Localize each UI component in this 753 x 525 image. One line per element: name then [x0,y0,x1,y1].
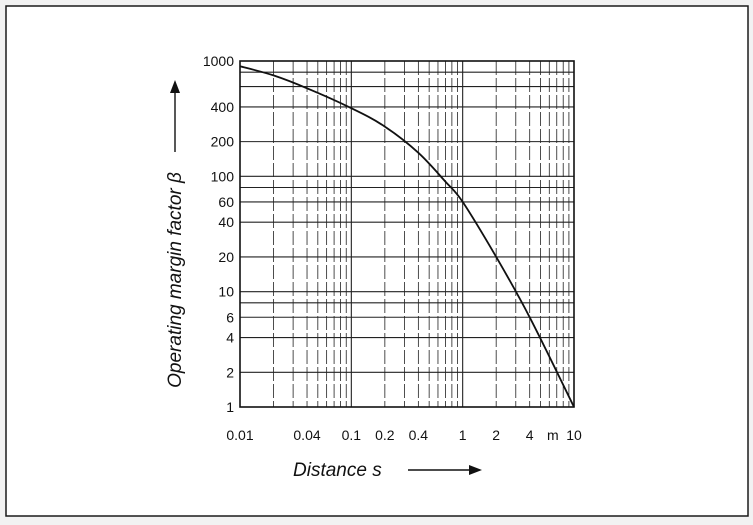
y-tick-label: 4 [226,330,234,346]
y-axis-label: Operating margin factor β [165,172,186,388]
x-axis-label: Distance s [293,460,382,481]
x-axis-arrowhead [469,465,482,475]
x-tick-label: 0.2 [375,427,395,443]
x-tick-label: 0.4 [409,427,429,443]
y-tick-label: 200 [211,134,235,150]
series-layer [239,65,575,408]
x-tick-label: 4 [526,427,534,443]
x-tick-label: 10 [566,427,582,443]
x-unit-label: m [547,427,559,443]
y-tick-label: 100 [211,168,235,184]
series-line [239,65,575,408]
y-tick-label: 60 [218,194,234,210]
y-tick-label: 40 [218,214,234,230]
grid-lines [240,61,574,407]
x-tick-label: 0.1 [342,427,362,443]
y-tick-label: 20 [218,249,234,265]
y-tick-label: 10 [218,284,234,300]
x-tick-label: 0.04 [293,427,320,443]
x-tick-label: 2 [492,427,500,443]
y-axis-arrowhead [170,80,180,93]
plot-border [239,60,575,408]
y-tick-label: 400 [211,99,235,115]
y-tick-label: 1000 [203,53,234,69]
y-tick-label: 1 [226,399,234,415]
figure-frame [5,5,749,517]
x-tick-label: 0.01 [226,427,253,443]
y-tick-label: 6 [226,309,234,325]
y-tick-label: 2 [226,364,234,380]
tick-labels: 0.01 0.04 0.1 0.2 0.4 1 2 4 10 m 1 2 4 6 10 20 40 60 100 20… [203,53,582,443]
x-tick-label: 1 [459,427,467,443]
